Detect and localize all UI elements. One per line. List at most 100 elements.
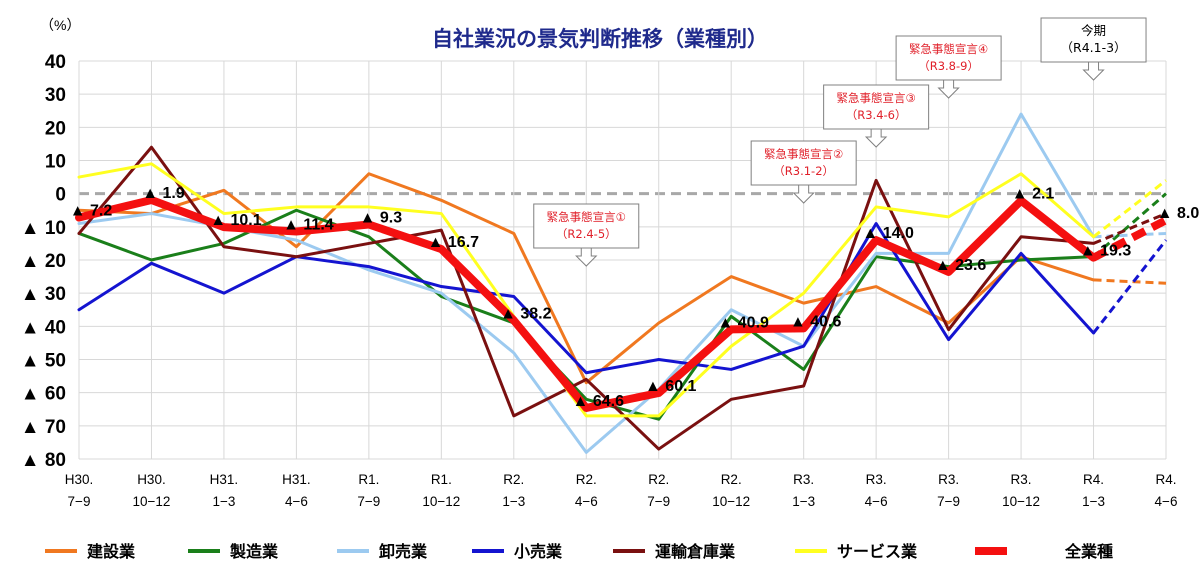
callouts: 緊急事態宣言① （R2.4-5） 緊急事態宣言② （R3.1-2） 緊急事態宣言③ （R3… (533, 17, 1147, 267)
data-label: ▲ 11.4 (283, 216, 334, 233)
callout-arrow (575, 247, 598, 267)
callout-box (895, 35, 1002, 81)
legend-label: 製造業 (229, 542, 279, 561)
legend-item: サービス業 (795, 542, 918, 561)
series-lines (75, 112, 1168, 454)
series-line (77, 162, 1096, 418)
x-tick-label: 4−6 (865, 494, 888, 509)
callout: 今期 （R4.1-3） (1040, 17, 1147, 81)
x-tick-label: 4−6 (1155, 494, 1178, 509)
x-axis-ticks: H30. 7−9 H30. 10−12 H31. 1−3 H31. 4−6 R1. 7−9 R1. 1… (65, 472, 1178, 509)
y-tick-label: 10 (45, 152, 66, 173)
legend-label: 運輸倉庫業 (655, 542, 736, 561)
legend-item: 卸売業 (337, 542, 428, 561)
x-tick-label: R2. (721, 472, 742, 487)
legend-item: 建設業 (45, 542, 136, 561)
callout-text: 緊急事態宣言③ (836, 91, 915, 105)
data-label: ▲ 16.7 (428, 234, 480, 251)
y-tick-label: 40 (45, 52, 66, 73)
legend-label: 全業種 (1064, 542, 1113, 561)
data-label: ▲ 40.6 (790, 313, 842, 330)
x-tick-label: R2. (648, 472, 669, 487)
x-tick-label: 10−12 (712, 494, 750, 509)
data-label: ▲ 23.6 (935, 257, 987, 274)
series-forecast-line (1093, 231, 1167, 239)
x-tick-label: 1−3 (792, 494, 815, 509)
data-label: ▲ 8.0 (1157, 205, 1200, 222)
series-forecast-line (1092, 239, 1168, 334)
data-label: ▲ 60.1 (645, 378, 697, 395)
legend-item: 全業種 (975, 542, 1113, 561)
x-tick-label: 7−9 (937, 494, 960, 509)
y-tick-label: 20 (45, 118, 66, 139)
callout-box (750, 140, 857, 186)
x-tick-label: 4−6 (575, 494, 598, 509)
series-forecast-line (1092, 179, 1167, 238)
x-tick-label: 10−12 (422, 494, 460, 509)
y-tick-label: ▲ 30 (21, 284, 66, 305)
x-tick-label: R3. (1011, 472, 1032, 487)
x-tick-label: R2. (576, 472, 597, 487)
callout-arrow (864, 128, 888, 148)
x-tick-label: 10−12 (1002, 494, 1040, 509)
callout-text: （R2.4-5） (556, 227, 617, 241)
x-tick-label: 1−3 (212, 494, 235, 509)
callout: 緊急事態宣言④ （R3.8-9） (895, 35, 1002, 99)
data-label: ▲ 7.2 (70, 203, 113, 220)
data-label: ▲ 1.9 (142, 185, 185, 202)
data-label: ▲ 19.3 (1080, 243, 1132, 260)
data-label: ▲ 40.9 (717, 314, 769, 331)
callout-arrow (1082, 61, 1105, 81)
data-label: ▲ 38.2 (500, 305, 552, 322)
y-tick-label: ▲ 10 (21, 218, 66, 239)
x-tick-label: R4. (1155, 472, 1176, 487)
legend-item: 運輸倉庫業 (613, 542, 736, 561)
y-tick-label: ▲ 60 (21, 384, 66, 405)
callout: 緊急事態宣言① （R2.4-5） (533, 203, 640, 267)
series-forecast-line (1091, 216, 1168, 262)
callout-box (823, 84, 930, 130)
legend-label: 小売業 (514, 542, 563, 561)
y-tick-label: ▲ 70 (21, 417, 66, 438)
data-label: ▲ 9.3 (360, 210, 403, 227)
callout-text: 緊急事態宣言① (547, 210, 626, 224)
callout-box (1040, 17, 1147, 63)
x-tick-label: R3. (938, 472, 959, 487)
legend-label: 卸売業 (379, 542, 428, 561)
callout: 緊急事態宣言③ （R3.4-6） (823, 84, 930, 148)
data-label: ▲ 10.1 (210, 212, 262, 229)
x-tick-label: R3. (866, 472, 887, 487)
x-tick-label: 1−3 (502, 494, 525, 509)
legend-label: 建設業 (87, 542, 136, 561)
y-axis-ticks: 40 30 20 10 0 ▲ 10 ▲ 20 ▲ 30 ▲ 40 ▲ 50 ▲ 60 ▲ 70 ▲ 8… (21, 52, 66, 471)
data-labels: ▲ 7.2 ▲ 1.9 ▲ 10.1 ▲ 11.4 ▲ 9.3 ▲ 16.7 ▲ 38.2 ▲… (70, 185, 1200, 410)
series-line (77, 222, 1096, 375)
legend: 建設業 製造業 卸売業 小売業 運輸倉庫業 サービス業 全業種 (45, 542, 1113, 561)
y-tick-label: ▲ 40 (21, 317, 66, 338)
callout-arrow (937, 79, 960, 99)
y-tick-label: 0 (55, 185, 66, 206)
series-line (77, 145, 1096, 451)
data-label: ▲ 14.0 (862, 225, 914, 242)
x-tick-label: H30. (137, 472, 166, 487)
y-tick-label: ▲ 80 (21, 450, 66, 471)
series-forecast-line (1092, 192, 1167, 258)
callout-text: 今期 (1081, 23, 1106, 38)
x-tick-label: 7−9 (357, 494, 380, 509)
callout-text: （R3.1-2） (773, 164, 834, 178)
unit-label: （%） (40, 17, 80, 33)
callout-text: 緊急事態宣言② (764, 147, 843, 161)
callout-text: 緊急事態宣言④ (909, 42, 988, 56)
callout-text: （R4.1-3） (1061, 40, 1127, 55)
callout-text: （R3.4-6） (846, 108, 907, 122)
x-tick-label: 10−12 (133, 494, 171, 509)
chart-title: 自社業況の景気判断推移（業種別） (432, 27, 768, 51)
x-tick-label: 7−9 (647, 494, 670, 509)
x-tick-label: 4−6 (285, 494, 308, 509)
series-forecast-line (1092, 212, 1167, 245)
callout-arrow (792, 184, 815, 204)
x-tick-label: H31. (282, 472, 311, 487)
x-tick-label: R4. (1083, 472, 1104, 487)
x-tick-label: R2. (503, 472, 524, 487)
